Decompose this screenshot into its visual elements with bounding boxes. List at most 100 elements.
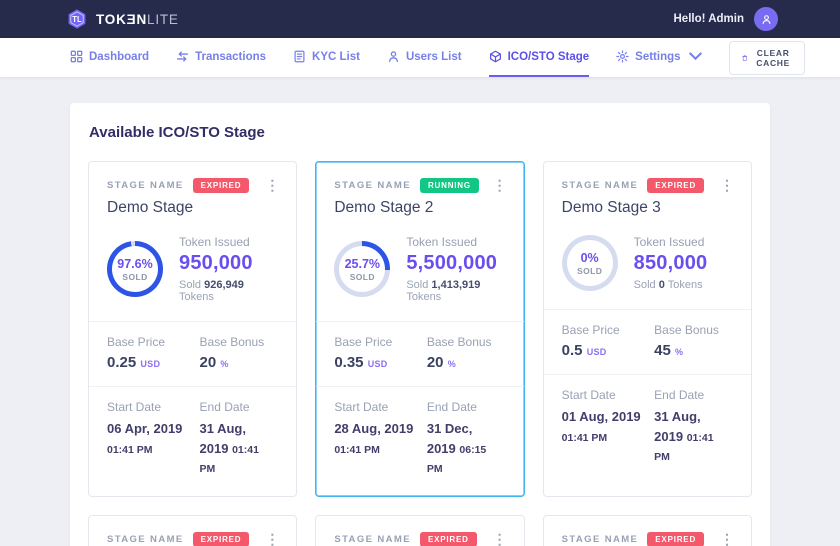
end-date-value: 31 Aug, 2019 01:41 PM	[199, 421, 259, 476]
more-options-icon[interactable]: ⋮	[492, 177, 507, 193]
sold-progress-ring: 25.7% SOLD	[334, 241, 391, 297]
stage-name-label: STAGE NAME	[561, 534, 639, 545]
token-issued-value: 5,500,000	[406, 252, 498, 274]
base-bonus-label: Base Bonus	[426, 335, 492, 349]
percent-unit: %	[447, 359, 457, 369]
avatar[interactable]	[754, 7, 778, 31]
stage-card-header: STAGE NAME EXPIRED ⋮	[544, 516, 751, 546]
logo-text: TOKƎNLITE	[96, 11, 179, 27]
stage-name-label: STAGE NAME	[561, 180, 639, 191]
more-options-icon[interactable]: ⋮	[719, 177, 734, 193]
user-icon	[761, 14, 771, 24]
nav-item-users-list[interactable]: Users List	[387, 38, 462, 77]
start-date-label: Start Date	[107, 400, 162, 414]
nav-item-settings[interactable]: Settings	[616, 38, 702, 77]
nav-item-transactions[interactable]: Transactions	[176, 38, 266, 77]
trash-icon	[741, 54, 747, 61]
stage-name-label: STAGE NAME	[107, 180, 184, 191]
stage-name-label: STAGE NAME	[334, 180, 411, 191]
nav-label: KYC List	[312, 50, 360, 63]
nav-label: Dashboard	[89, 50, 150, 63]
greeting-text: Hello! Admin	[673, 13, 745, 25]
base-price-value: 0.5 USD	[561, 342, 607, 359]
top-bar: TL TOKƎNLITE Hello! Admin	[0, 0, 840, 38]
sold-label: SOLD	[349, 271, 375, 282]
currency-unit: USD	[367, 359, 388, 369]
price-section: Base Price 0.35 USD Base Bonus 20 %	[316, 322, 524, 387]
stage-card: STAGE NAME EXPIRED ⋮ Demo Stage 4 0% SOL…	[88, 515, 298, 546]
sold-percent: 25.7%	[344, 256, 381, 271]
base-bonus-value: 20 %	[199, 354, 229, 371]
start-date-value: 01 Aug, 2019 01:41 PM	[561, 409, 641, 444]
status-badge: EXPIRED	[419, 532, 477, 546]
token-issued-label: Token Issued	[406, 235, 478, 249]
currency-unit: USD	[140, 359, 161, 369]
nav-item-ico-sto-stage[interactable]: ICO/STO Stage	[488, 38, 590, 77]
stage-card: STAGE NAME RUNNING ⋮ Demo Stage 2 25.7% …	[315, 161, 525, 497]
token-issued-label: Token Issued	[633, 235, 705, 249]
kyc-list-icon	[294, 50, 305, 63]
base-price-value: 0.25 USD	[107, 354, 161, 371]
clear-cache-label: CLEAR CACHE	[756, 47, 790, 68]
end-date-label: End Date	[426, 400, 477, 414]
percent-unit: %	[220, 359, 229, 369]
nav-item-kyc-list[interactable]: KYC List	[293, 38, 360, 77]
stage-name-label: STAGE NAME	[334, 534, 411, 545]
main-nav: Dashboard Transactions KYC List Users Li…	[0, 38, 840, 77]
nav-label: ICO/STO Stage	[507, 50, 590, 63]
sold-tokens-value: 1,413,919	[431, 279, 481, 291]
token-section: 97.6% SOLD Token Issued 950,000 Sold 926…	[89, 231, 297, 322]
stage-card: STAGE NAME EXPIRED ⋮ Demo Stage 3 0% SOL…	[542, 161, 752, 497]
token-issued-value: 850,000	[633, 252, 708, 274]
start-date-value: 06 Apr, 2019 01:41 PM	[107, 421, 183, 456]
page-title: Available ICO/STO Stage	[89, 124, 265, 141]
sold-tokens-value: 0	[658, 279, 665, 291]
sold-tokens-line: Sold 0 Tokens	[633, 279, 703, 291]
nav-label: Users List	[405, 50, 462, 63]
base-price-value: 0.35 USD	[334, 354, 388, 371]
end-date-label: End Date	[654, 388, 705, 402]
stage-card: STAGE NAME EXPIRED ⋮ Demo Stage 5 0% SOL…	[315, 515, 525, 546]
sold-label: SOLD	[122, 271, 148, 282]
nav-label: Settings	[635, 50, 681, 63]
status-badge: EXPIRED	[647, 178, 705, 193]
sold-label: SOLD	[577, 265, 603, 276]
price-section: Base Price 0.5 USD Base Bonus 45 %	[543, 310, 751, 375]
base-bonus-label: Base Bonus	[199, 335, 265, 349]
end-date-value: 31 Aug, 2019 01:41 PM	[654, 409, 714, 464]
status-badge: EXPIRED	[192, 178, 250, 193]
stage-title: Demo Stage 2	[334, 199, 434, 216]
token-section: 0% SOLD Token Issued 850,000 Sold 0 Toke…	[543, 231, 751, 310]
status-badge: RUNNING	[419, 178, 479, 193]
stage-card: STAGE NAME EXPIRED ⋮ Demo Stage 97.6% SO…	[88, 161, 298, 497]
svg-text:TL: TL	[72, 15, 82, 24]
ico-stage-icon	[489, 50, 501, 63]
stage-card-header: STAGE NAME EXPIRED ⋮	[544, 162, 751, 193]
start-date-label: Start Date	[334, 400, 389, 414]
stage-grid: STAGE NAME EXPIRED ⋮ Demo Stage 97.6% SO…	[88, 161, 752, 546]
more-options-icon[interactable]: ⋮	[492, 531, 507, 546]
logo-cube-icon: TL	[68, 9, 86, 29]
base-bonus-value: 20 %	[426, 354, 457, 371]
base-price-label: Base Price	[107, 335, 166, 349]
more-options-icon[interactable]: ⋮	[265, 531, 280, 546]
stage-title: Demo Stage	[107, 199, 194, 216]
more-options-icon[interactable]: ⋮	[719, 531, 734, 546]
base-bonus-label: Base Bonus	[654, 323, 719, 337]
base-price-label: Base Price	[561, 323, 620, 337]
stage-card-header: STAGE NAME EXPIRED ⋮	[316, 516, 523, 546]
currency-unit: USD	[586, 347, 607, 357]
base-price-label: Base Price	[334, 335, 393, 349]
clear-cache-button[interactable]: CLEAR CACHE	[728, 40, 806, 75]
sold-percent: 97.6%	[117, 256, 153, 271]
percent-unit: %	[675, 347, 684, 357]
stage-card-header: STAGE NAME EXPIRED ⋮	[89, 162, 296, 193]
chevron-down-icon	[688, 52, 702, 61]
token-issued-label: Token Issued	[179, 235, 250, 249]
more-options-icon[interactable]: ⋮	[265, 177, 280, 193]
nav-label: Transactions	[195, 50, 267, 63]
settings-icon	[616, 50, 629, 63]
nav-item-dashboard[interactable]: Dashboard	[70, 38, 149, 77]
stage-card-header: STAGE NAME EXPIRED ⋮	[89, 516, 296, 546]
app-logo: TL TOKƎNLITE	[66, 8, 179, 30]
